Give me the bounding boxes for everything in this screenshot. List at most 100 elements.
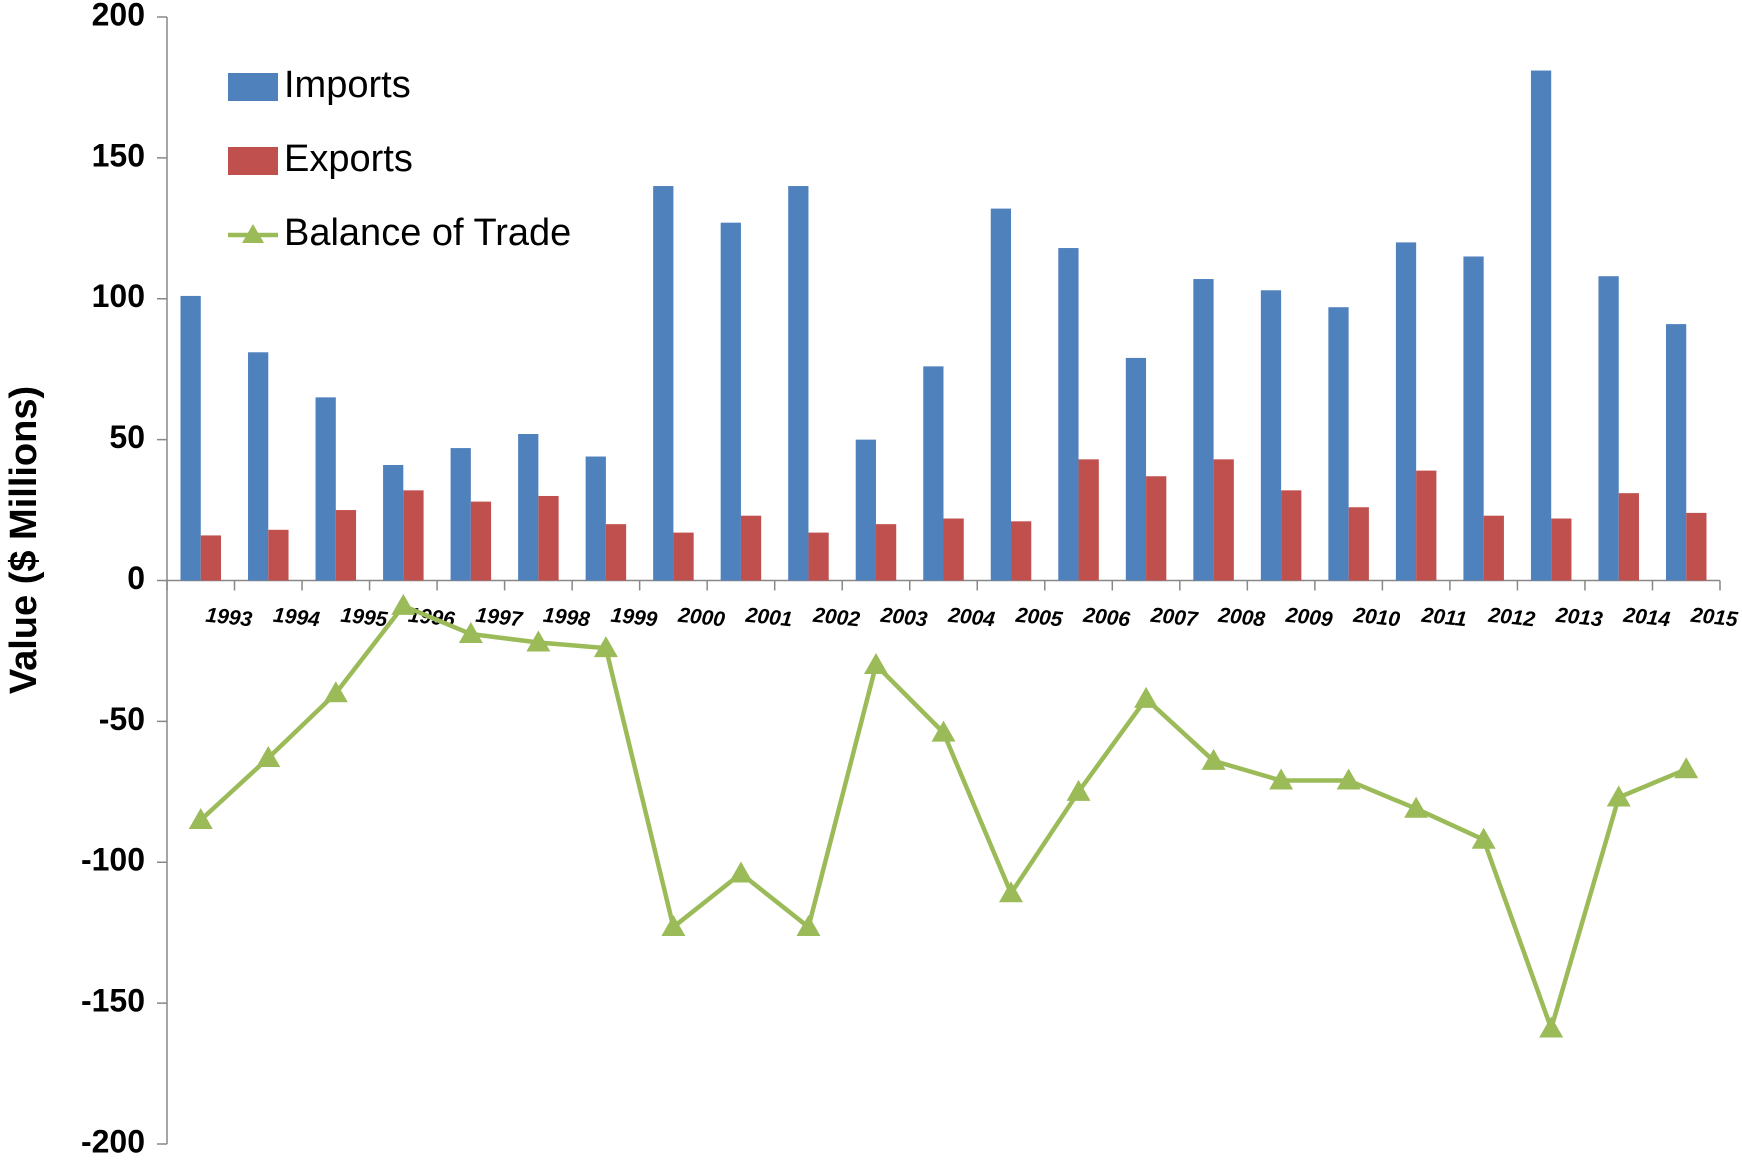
bar — [1328, 307, 1349, 581]
marker — [458, 622, 483, 644]
bar — [1686, 512, 1707, 581]
marker — [391, 593, 416, 615]
x-tick-label: 2011 — [1420, 604, 1468, 632]
marker — [526, 630, 551, 652]
marker — [931, 720, 956, 742]
y-tick-label: 0 — [127, 560, 145, 596]
bar — [1416, 470, 1437, 581]
legend-swatch — [228, 73, 278, 101]
bar — [383, 464, 404, 581]
marker — [1606, 785, 1631, 807]
bar — [1530, 70, 1552, 581]
bar — [1078, 459, 1099, 581]
legend-swatch — [228, 147, 278, 175]
x-tick-label: 2008 — [1216, 604, 1266, 632]
bar — [788, 186, 809, 581]
bar — [180, 295, 201, 581]
bar — [248, 352, 269, 581]
y-tick-label: -100 — [81, 842, 145, 878]
x-tick-label: 2004 — [946, 604, 996, 632]
marker — [1539, 1016, 1564, 1038]
x-tick-label: 2003 — [879, 604, 929, 632]
x-tick-label: 2000 — [676, 604, 726, 632]
marker — [1336, 768, 1361, 790]
marker — [1201, 748, 1226, 770]
y-tick-label: -50 — [99, 701, 145, 737]
marker — [1404, 796, 1429, 818]
y-axis-label: Value ($ Millions) — [3, 386, 45, 694]
bar — [605, 524, 627, 581]
x-tick-label: 1997 — [475, 604, 525, 632]
bar — [653, 186, 674, 581]
bar — [1125, 357, 1147, 581]
bar — [855, 439, 876, 581]
bar — [335, 510, 357, 581]
legend-label: Balance of Trade — [284, 212, 571, 254]
bar — [875, 524, 897, 581]
bar — [1395, 242, 1417, 581]
bar — [1618, 493, 1639, 581]
y-tick-label: 200 — [92, 0, 145, 32]
x-tick-label: 2013 — [1554, 604, 1604, 632]
marker — [796, 915, 821, 937]
bar — [200, 535, 222, 581]
y-tick-label: -150 — [81, 983, 145, 1019]
bar — [1058, 248, 1079, 581]
x-tick-label: 2010 — [1351, 604, 1401, 632]
marker — [1674, 757, 1699, 779]
marker — [1471, 827, 1496, 849]
legend-label: Imports — [284, 64, 411, 106]
bar — [943, 518, 964, 581]
bar — [518, 433, 539, 581]
x-tick-label: 2002 — [811, 604, 861, 632]
x-tick-label: 1994 — [272, 604, 321, 632]
bar — [1193, 279, 1214, 581]
marker — [1134, 686, 1159, 708]
x-tick-label: 1995 — [339, 604, 388, 632]
marker — [863, 653, 888, 675]
bar — [1260, 290, 1282, 581]
bar — [808, 532, 829, 581]
bar — [538, 495, 559, 581]
x-tick-label: 2006 — [1081, 604, 1131, 632]
marker — [661, 915, 686, 937]
marker — [1269, 768, 1294, 790]
marker — [323, 681, 348, 703]
bar — [315, 397, 336, 581]
bar — [1281, 490, 1302, 581]
y-tick-label: 150 — [92, 137, 145, 173]
bar — [923, 366, 944, 581]
bar — [268, 529, 289, 581]
bar — [1011, 521, 1032, 581]
marker — [188, 807, 213, 829]
x-tick-label: 2001 — [744, 604, 794, 632]
x-tick-label: 2009 — [1284, 604, 1334, 632]
bar — [673, 532, 694, 581]
bar — [990, 208, 1012, 581]
y-tick-label: -200 — [81, 1123, 145, 1159]
bar — [1146, 476, 1167, 581]
bar — [720, 222, 741, 581]
marker — [1066, 779, 1091, 801]
marker — [593, 636, 618, 658]
x-tick-label: 2015 — [1689, 604, 1739, 632]
bar — [1598, 276, 1619, 581]
x-tick-label: 2014 — [1621, 604, 1671, 632]
bar — [470, 501, 492, 581]
bar — [1551, 518, 1572, 581]
marker — [256, 746, 281, 768]
y-tick-label: 50 — [109, 419, 145, 455]
bar — [740, 515, 762, 581]
x-tick-label: 1998 — [542, 604, 591, 632]
x-tick-label: 2012 — [1486, 604, 1536, 632]
y-tick-label: 100 — [92, 278, 145, 314]
bar — [450, 448, 471, 581]
x-tick-label: 2007 — [1149, 604, 1200, 632]
x-tick-label: 2005 — [1014, 604, 1064, 632]
legend-label: Exports — [284, 138, 413, 180]
bar — [1483, 515, 1504, 581]
line — [199, 603, 1688, 1031]
bar — [1665, 324, 1687, 581]
x-tick-label: 1993 — [204, 604, 253, 632]
